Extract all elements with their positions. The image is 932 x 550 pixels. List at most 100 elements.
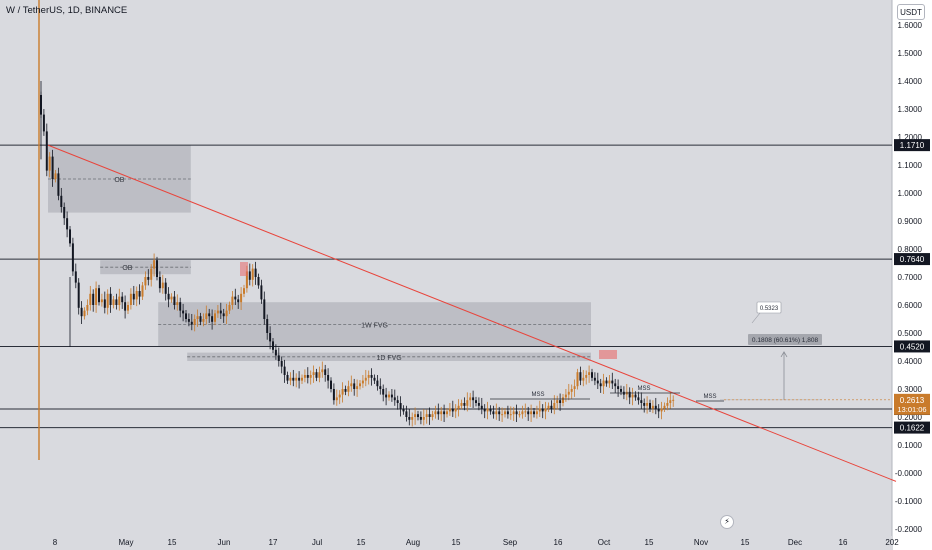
candle-body (405, 411, 408, 417)
candle-body (477, 403, 480, 406)
candle-body (411, 417, 414, 420)
candle-body (170, 296, 173, 300)
zone-label: OB (114, 177, 124, 184)
candle-body (225, 310, 228, 317)
candle-body (408, 417, 411, 420)
highlight-marker (240, 262, 248, 276)
candle-body (553, 403, 556, 409)
candle-body (425, 414, 428, 417)
candle-body (118, 296, 121, 305)
y-tick-label: 0.5000 (898, 329, 923, 338)
zone-label: OB (122, 265, 132, 272)
candle-body (573, 386, 576, 389)
symbol-header: W / TetherUS, 1D, BINANCE (6, 5, 128, 16)
candle-body (45, 131, 48, 171)
candle-body (274, 349, 277, 356)
candle-body (237, 299, 240, 303)
level-badge (894, 340, 930, 353)
candle-body (646, 403, 649, 406)
candle-body (437, 411, 440, 415)
y-tick-label: 0.6000 (898, 301, 923, 310)
level-badge-label: 0.1622 (900, 424, 925, 433)
candle-body (245, 271, 248, 289)
candle-body (518, 414, 521, 416)
candle-body (66, 218, 69, 230)
x-tick-label: Dec (788, 538, 802, 547)
y-tick-label: 1.1000 (898, 161, 923, 170)
top-label-box (756, 301, 782, 314)
x-tick-label: 8 (53, 538, 58, 547)
candle-body (414, 414, 417, 417)
x-tick-label: 17 (269, 538, 278, 547)
candle-body (332, 389, 335, 401)
candle-body (593, 377, 596, 381)
candle-body (538, 408, 541, 412)
candle-body (370, 375, 373, 378)
y-tick-label: 0.3000 (898, 385, 923, 394)
y-tick-label: -0.0000 (895, 469, 923, 478)
candle-body (231, 296, 234, 305)
candle-body (541, 408, 544, 412)
candle-body (443, 411, 446, 415)
y-tick-label: -0.2000 (895, 525, 923, 534)
candle-body (585, 375, 588, 378)
x-tick-label: Aug (406, 538, 420, 547)
currency-button[interactable]: USDT (897, 4, 925, 20)
candle-body (141, 285, 144, 297)
candle-body (544, 408, 547, 412)
y-tick-label: 0.8000 (898, 245, 923, 254)
candle-body (524, 411, 527, 413)
current-price-badge (894, 393, 930, 415)
candle-body (643, 403, 646, 406)
candle-body (69, 229, 71, 244)
candle-body (399, 403, 402, 409)
candle-body (422, 417, 425, 420)
candle-body (222, 313, 225, 317)
candle-body (240, 293, 243, 303)
candle-body (463, 403, 466, 406)
candle-body (486, 408, 489, 412)
countdown-label: 13:01:06 (897, 405, 926, 414)
candle-body (167, 293, 170, 300)
candle-body (451, 408, 454, 412)
candle-body (321, 369, 324, 373)
candle-body (216, 310, 219, 314)
candle-body (361, 380, 364, 384)
candle-body (60, 195, 63, 207)
candle-body (460, 403, 463, 406)
top-label: 0.5323 (760, 306, 779, 312)
candle-body (466, 400, 469, 406)
zone-label: 1D FVG (376, 355, 401, 362)
highlight-marker (599, 350, 617, 359)
candle-body (347, 386, 350, 392)
candle-body (182, 310, 185, 314)
candle-body (205, 313, 208, 319)
candle-body (103, 299, 106, 308)
lightning-icon[interactable]: ⚡ (720, 515, 734, 529)
candle-body (605, 380, 608, 384)
candle-body (77, 282, 80, 308)
candle-body (248, 271, 251, 280)
candle-body (591, 372, 593, 378)
candle-body (115, 299, 118, 305)
candle-body (63, 207, 66, 219)
candle-body (579, 372, 582, 381)
x-tick-label: 202 (885, 538, 899, 547)
x-tick-label: 16 (839, 538, 848, 547)
candle-body (417, 414, 419, 417)
candle-body (350, 383, 353, 387)
x-tick-label: 15 (452, 538, 461, 547)
candle-body (109, 293, 112, 305)
candle-body (312, 372, 315, 375)
candle-body (457, 405, 460, 409)
candle-body (454, 408, 457, 412)
x-tick-label: 15 (741, 538, 750, 547)
level-badge (894, 253, 930, 266)
level-badge-label: 1.1710 (900, 141, 925, 150)
level-badge-label: 0.4520 (900, 342, 925, 351)
candle-body (257, 277, 260, 286)
candle-body (341, 389, 344, 395)
x-tick-label: Jul (312, 538, 322, 547)
